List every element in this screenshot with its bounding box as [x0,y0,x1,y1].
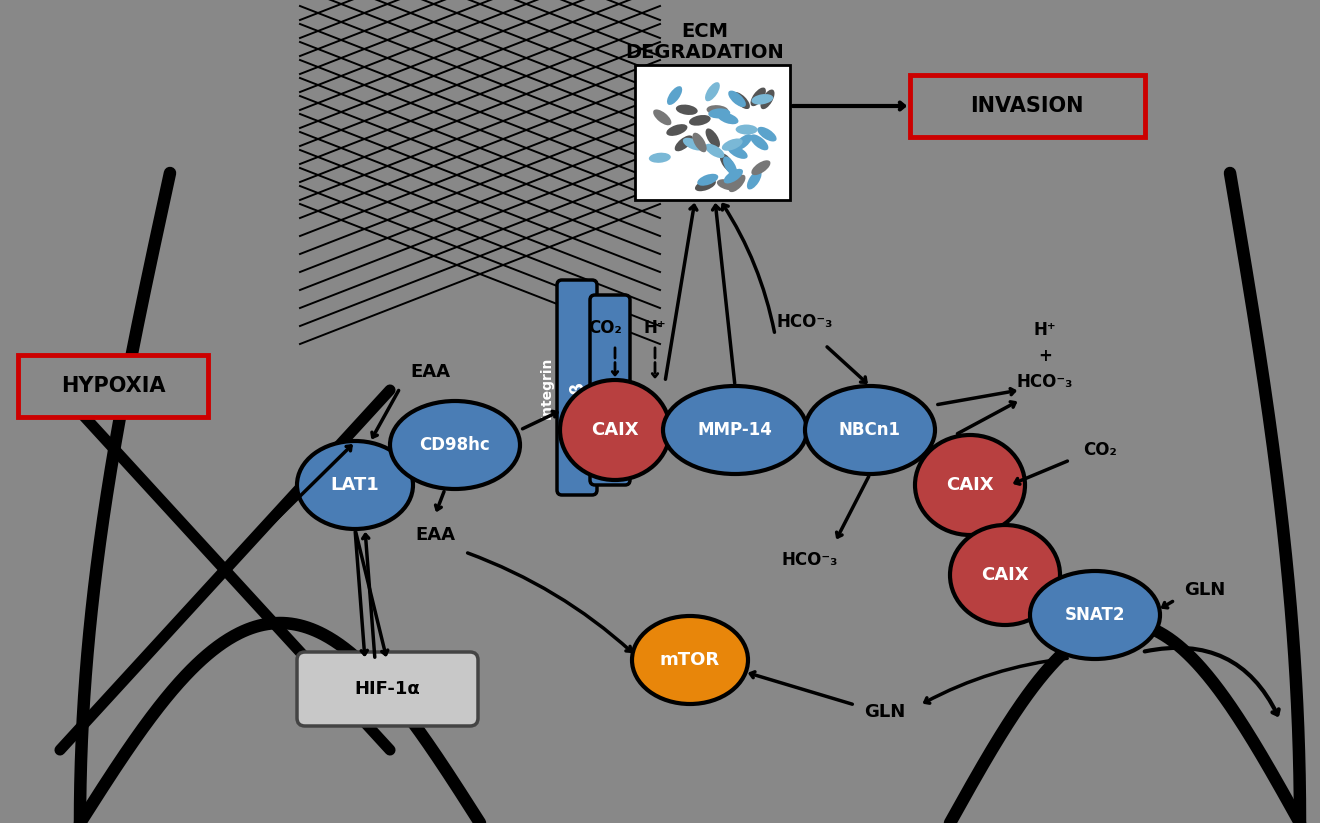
Ellipse shape [733,92,750,109]
Ellipse shape [719,154,735,173]
Ellipse shape [751,87,766,106]
Ellipse shape [751,94,774,105]
Text: β: β [568,382,586,394]
Ellipse shape [697,174,718,186]
Text: CAIX: CAIX [981,566,1028,584]
Ellipse shape [727,146,747,159]
Ellipse shape [717,179,738,190]
Ellipse shape [723,169,743,184]
Ellipse shape [705,82,719,101]
Text: MMP-14: MMP-14 [697,421,772,439]
Text: H⁺: H⁺ [644,319,667,337]
Text: EAA: EAA [411,363,450,381]
Text: EAA: EAA [414,526,455,544]
Text: H⁺: H⁺ [1034,321,1056,339]
Ellipse shape [663,386,807,474]
Ellipse shape [706,128,719,148]
FancyBboxPatch shape [297,652,478,726]
Ellipse shape [389,401,520,489]
Ellipse shape [723,156,737,176]
Text: HIF-1α: HIF-1α [354,680,420,698]
Ellipse shape [735,124,758,134]
Ellipse shape [297,441,413,529]
Text: ECM
DEGRADATION: ECM DEGRADATION [626,22,784,62]
Text: HCO⁻₃: HCO⁻₃ [776,313,833,331]
Text: GLN: GLN [1184,581,1226,599]
Text: SNAT2: SNAT2 [1065,606,1125,624]
FancyBboxPatch shape [557,280,597,495]
Ellipse shape [950,525,1060,625]
FancyBboxPatch shape [18,355,209,417]
FancyBboxPatch shape [590,295,630,485]
Ellipse shape [747,170,762,189]
Ellipse shape [705,144,725,158]
Text: α: α [601,382,619,394]
Ellipse shape [709,109,730,119]
Ellipse shape [751,160,771,175]
Ellipse shape [760,90,775,109]
Text: Integrin: Integrin [540,357,554,419]
Ellipse shape [758,127,776,142]
Text: CAIX: CAIX [591,421,639,439]
Ellipse shape [632,616,748,704]
Ellipse shape [805,386,935,474]
Text: LAT1: LAT1 [330,476,379,494]
Ellipse shape [667,86,682,105]
Ellipse shape [653,109,672,125]
Ellipse shape [667,124,688,136]
Text: CD98hc: CD98hc [420,436,490,454]
Ellipse shape [689,115,710,126]
Ellipse shape [734,134,752,151]
Ellipse shape [706,105,729,115]
Text: mTOR: mTOR [660,651,721,669]
Ellipse shape [560,380,671,480]
Ellipse shape [675,136,693,151]
Ellipse shape [722,138,743,151]
Text: NBCn1: NBCn1 [840,421,902,439]
Ellipse shape [649,153,671,163]
FancyBboxPatch shape [635,65,789,200]
Ellipse shape [1030,571,1160,659]
Text: HYPOXIA: HYPOXIA [61,376,165,396]
Ellipse shape [676,105,698,115]
FancyBboxPatch shape [909,75,1144,137]
Ellipse shape [729,91,746,107]
Ellipse shape [693,133,706,152]
Ellipse shape [694,179,715,191]
Text: HCO⁻₃: HCO⁻₃ [781,551,838,569]
Ellipse shape [750,134,768,151]
Text: CO₂: CO₂ [1084,441,1117,459]
Text: CAIX: CAIX [946,476,994,494]
Text: INVASION: INVASION [970,96,1084,116]
Text: GLN: GLN [865,703,906,721]
Text: +: + [1038,347,1052,365]
Ellipse shape [682,137,704,151]
Text: HCO⁻₃: HCO⁻₃ [1016,373,1073,391]
Ellipse shape [729,174,746,192]
Ellipse shape [717,113,738,124]
Ellipse shape [915,435,1026,535]
Text: CO₂: CO₂ [589,319,622,337]
